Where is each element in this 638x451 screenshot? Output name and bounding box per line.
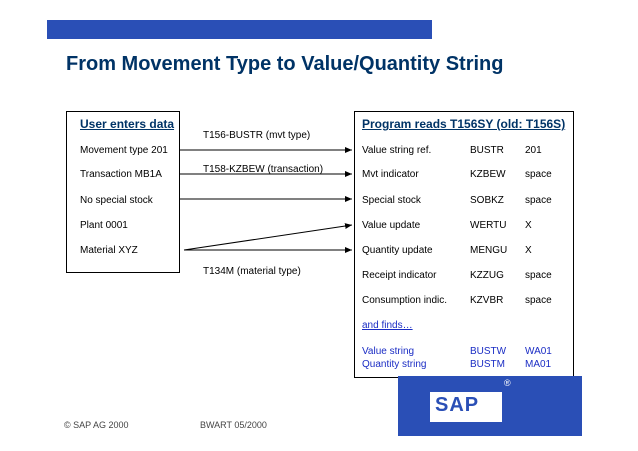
program-reads-header: Program reads T156SY (old: T156S) [362,117,566,131]
doc-code-text: BWART 05/2000 [200,420,267,430]
result-label: Value string [362,346,415,357]
sap-logo-text: SAP [435,394,480,416]
row-label: Special stock [362,195,421,206]
user-input-item: No special stock [80,195,153,206]
user-input-item: Plant 0001 [80,220,128,231]
row-field: MENGU [470,245,508,256]
row-field: SOBKZ [470,195,504,206]
row-field: KZBEW [470,169,506,180]
row-value: space [525,169,552,180]
row-label: Mvt indicator [362,169,419,180]
row-field: KZVBR [470,295,504,306]
and-finds-label: and finds… [362,320,413,331]
sap-logo-icon [430,392,502,422]
user-input-item: Material XYZ [80,245,138,256]
row-value: X [525,245,532,256]
row-value: space [525,295,552,306]
row-field: WERTU [470,220,507,231]
result-field: BUSTW [470,346,507,357]
result-value: WA01 [525,346,552,357]
result-value: MA01 [525,359,552,370]
row-value: 201 [525,145,542,156]
row-value: space [525,195,552,206]
user-input-item: Transaction MB1A [80,169,162,180]
user-input-header: User enters data [80,117,175,131]
slide-title: From Movement Type to Value/Quantity Str… [66,53,504,75]
user-input-item: Movement type 201 [80,145,168,156]
row-label: Quantity update [362,245,433,256]
row-label: Consumption indic. [362,295,448,306]
t156-label: T156-BUSTR (mvt type) [203,130,311,141]
result-field: BUSTM [470,359,505,370]
row-label: Receipt indicator [362,270,437,281]
row-field: BUSTR [470,145,504,156]
row-label: Value string ref. [362,145,432,156]
row-label: Value update [362,220,421,231]
copyright-text: © SAP AG 2000 [64,420,129,430]
registered-mark: ® [504,378,511,388]
t134m-label: T134M (material type) [203,266,301,277]
top-accent-bar [47,20,432,39]
row-field: KZZUG [470,270,504,281]
arrow-plant-material-value [183,223,353,251]
result-label: Quantity string [362,359,427,370]
user-input-box [66,111,180,273]
program-reads-box [354,111,574,378]
t158-label: T158-KZBEW (transaction) [203,164,324,175]
row-value: space [525,270,552,281]
row-value: X [525,220,532,231]
